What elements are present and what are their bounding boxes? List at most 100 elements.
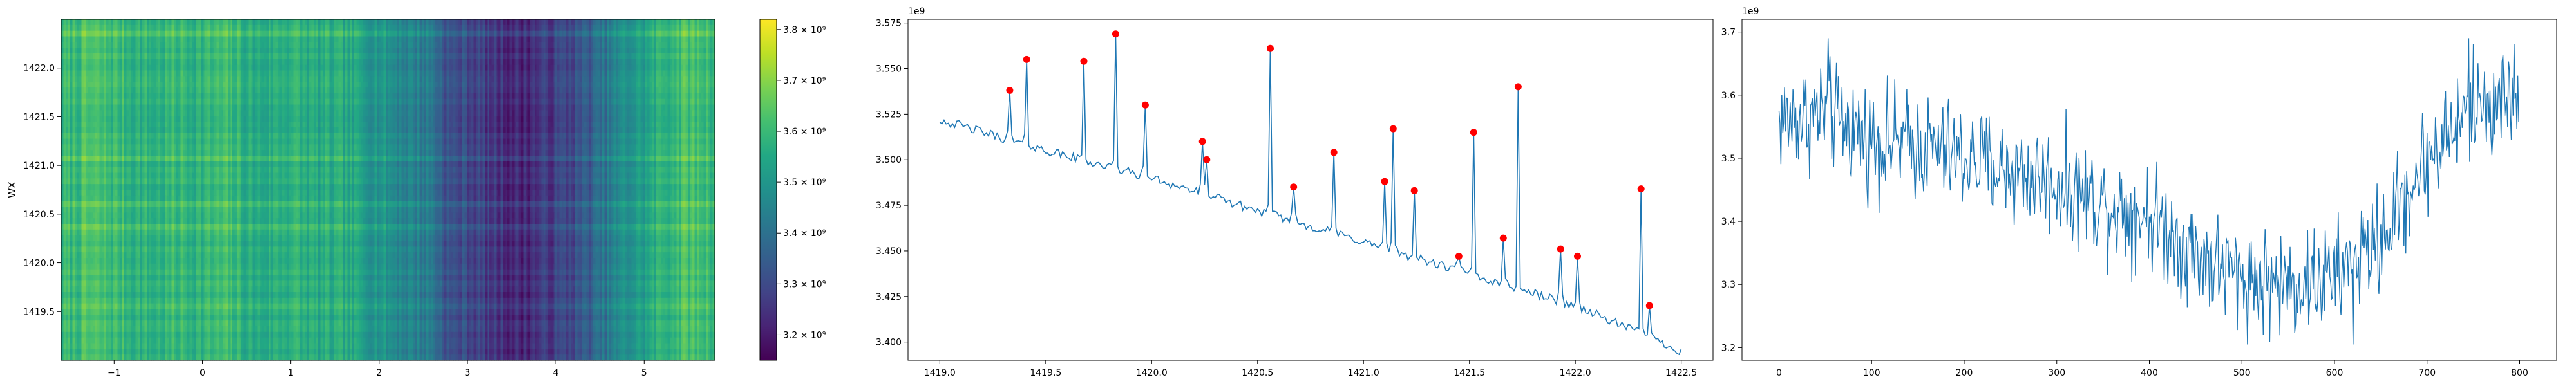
heatmap-cell (586, 59, 589, 66)
heatmap-cell (710, 76, 714, 82)
heatmap-cell (343, 36, 346, 42)
heatmap-cell (649, 53, 652, 60)
heatmap-cell (350, 53, 353, 60)
heatmap-cell (381, 98, 384, 106)
heatmap-cell (685, 87, 688, 94)
heatmap-cell (388, 48, 391, 54)
heatmap-cell (178, 48, 182, 54)
heatmap-cell (607, 42, 610, 48)
heatmap-cell (243, 104, 247, 111)
heatmap-cell (602, 98, 605, 106)
heatmap-cell (167, 82, 170, 88)
heatmap-cell (354, 53, 357, 60)
heatmap-cell (388, 93, 391, 100)
heatmap-cell (505, 93, 508, 100)
heatmap-cell (509, 70, 513, 77)
heatmap-cell (604, 36, 607, 42)
heatmap-cell (72, 116, 75, 122)
heatmap-cell (246, 82, 249, 88)
heatmap-cell (318, 53, 321, 60)
heatmap-cell (645, 53, 648, 60)
heatmap-cell (415, 110, 418, 116)
heatmap-cell (86, 110, 89, 116)
heatmap-cell (500, 93, 504, 100)
heatmap-cell (169, 93, 173, 100)
heatmap-cell (487, 76, 490, 82)
heatmap-cell (284, 82, 287, 88)
heatmap-cell (401, 36, 404, 42)
heatmap-cell (435, 93, 439, 100)
heatmap-cell (428, 53, 431, 60)
heatmap-cell (708, 30, 711, 37)
heatmap-cell (550, 59, 553, 66)
heatmap-cell (476, 70, 479, 77)
heatmap-cell (187, 110, 191, 116)
heatmap-cell (433, 93, 436, 100)
heatmap-cell (275, 64, 278, 71)
heatmap-cell (140, 110, 143, 116)
heatmap-cell (167, 64, 170, 71)
heatmap-cell (77, 93, 80, 100)
heatmap-cell (171, 87, 175, 94)
heatmap-cell (219, 104, 222, 111)
heatmap-cell (667, 82, 670, 88)
heatmap-cell (471, 104, 475, 111)
heatmap-cell (670, 93, 673, 100)
heatmap-cell (228, 64, 231, 71)
heatmap-cell (667, 19, 670, 26)
heatmap-cell (532, 93, 535, 100)
heatmap-cell (697, 48, 700, 54)
heatmap-cell (676, 36, 679, 42)
heatmap-cell (422, 87, 425, 94)
heatmap-cell (440, 48, 443, 54)
heatmap-cell (589, 93, 592, 100)
heatmap-cell (712, 82, 715, 88)
heatmap-cell (571, 30, 574, 37)
heatmap-cell (135, 104, 138, 111)
heatmap-cell (117, 82, 120, 88)
heatmap-cell (489, 53, 493, 60)
heatmap-cell (514, 36, 517, 42)
heatmap-cell (81, 116, 84, 122)
heatmap-cell (361, 30, 364, 37)
heatmap-cell (595, 110, 598, 116)
heatmap-cell (503, 24, 506, 32)
heatmap-cell (573, 42, 576, 48)
heatmap-cell (305, 36, 308, 42)
heatmap-cell (681, 19, 684, 26)
heatmap-cell (464, 93, 468, 100)
heatmap-cell (210, 24, 213, 32)
heatmap-cell (622, 70, 625, 77)
heatmap-cell (545, 76, 549, 82)
heatmap-cell (350, 59, 353, 66)
heatmap-cell (527, 98, 531, 106)
heatmap-cell (622, 93, 625, 100)
heatmap-cell (453, 19, 457, 26)
heatmap-cell (688, 59, 691, 66)
heatmap-cell (616, 82, 619, 88)
heatmap-cell (640, 24, 643, 32)
heatmap-cell (381, 64, 384, 71)
heatmap-cell (476, 42, 479, 48)
heatmap-cell (487, 59, 490, 66)
heatmap-cell (287, 19, 290, 26)
heatmap-cell (535, 93, 538, 100)
heatmap-cell (478, 24, 481, 32)
heatmap-cell (386, 70, 389, 77)
heatmap-cell (162, 53, 166, 60)
heatmap-cell (627, 64, 630, 71)
heatmap-cell (156, 24, 159, 32)
heatmap-cell (291, 24, 294, 32)
heatmap-cell (395, 30, 398, 37)
heatmap-cell (627, 36, 630, 42)
heatmap-cell (512, 70, 515, 77)
heatmap-cell (296, 87, 299, 94)
heatmap-cell (90, 36, 93, 42)
heatmap-cell (388, 30, 391, 37)
heatmap-cell (104, 48, 107, 54)
heatmap-cell (460, 30, 463, 37)
heatmap-cell (550, 82, 553, 88)
heatmap-cell (162, 110, 166, 116)
heatmap-cell (260, 87, 263, 94)
heatmap-cell (79, 36, 82, 42)
